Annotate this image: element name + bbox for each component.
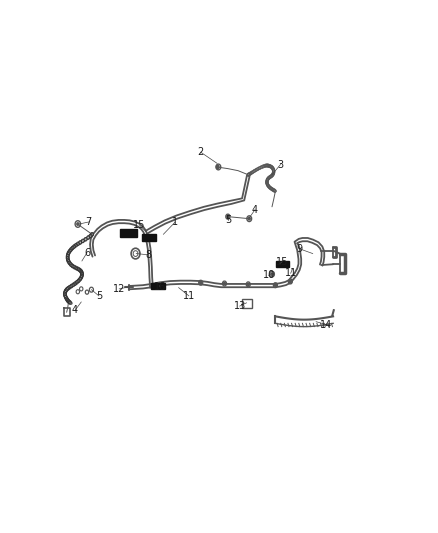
Circle shape — [290, 280, 291, 282]
Text: 7: 7 — [85, 217, 92, 227]
Text: 5: 5 — [96, 291, 102, 301]
Bar — [276, 261, 290, 267]
Circle shape — [248, 217, 250, 220]
Text: 11: 11 — [183, 291, 195, 301]
Bar — [152, 282, 165, 289]
Text: 8: 8 — [145, 250, 151, 260]
Text: 15: 15 — [134, 220, 146, 230]
Circle shape — [274, 284, 276, 286]
Text: 9: 9 — [296, 244, 302, 254]
Circle shape — [247, 283, 249, 286]
Text: 5: 5 — [225, 215, 231, 225]
Text: 11: 11 — [285, 268, 297, 278]
Circle shape — [77, 223, 79, 225]
Text: 3: 3 — [277, 159, 283, 169]
Bar — [120, 229, 137, 237]
Bar — [142, 235, 156, 241]
Circle shape — [227, 215, 229, 218]
Text: 4: 4 — [252, 205, 258, 215]
Text: 1: 1 — [172, 217, 178, 227]
Text: 13: 13 — [233, 301, 246, 311]
Text: 14: 14 — [320, 320, 332, 329]
Circle shape — [271, 273, 273, 276]
Circle shape — [223, 282, 226, 285]
Text: 2: 2 — [198, 147, 204, 157]
Text: 16: 16 — [154, 282, 166, 292]
Text: 15: 15 — [276, 257, 288, 267]
Text: 4: 4 — [72, 305, 78, 315]
Circle shape — [200, 281, 202, 284]
Text: 10: 10 — [262, 270, 275, 280]
Text: 6: 6 — [84, 248, 90, 258]
Text: 12: 12 — [113, 284, 125, 294]
Bar — [242, 299, 251, 308]
Circle shape — [216, 165, 219, 168]
